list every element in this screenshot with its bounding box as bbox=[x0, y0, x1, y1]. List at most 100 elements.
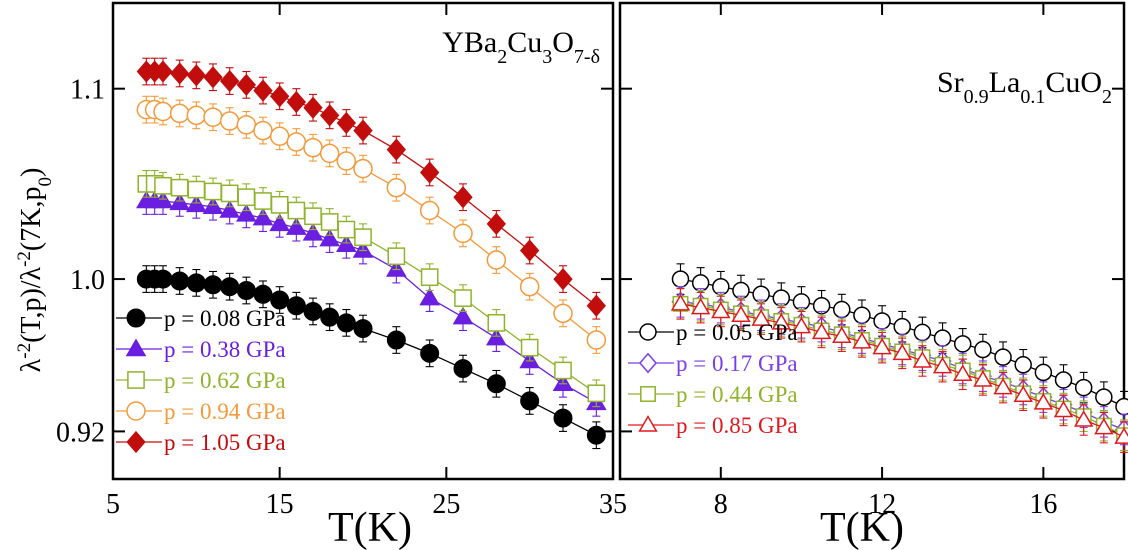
data-point bbox=[220, 69, 240, 93]
title-sub-5: 7-δ bbox=[574, 46, 600, 68]
legend-label: p = 0.38 GPa bbox=[164, 337, 286, 362]
data-point bbox=[453, 359, 473, 379]
x-axis-label-left: T(K) bbox=[328, 505, 412, 550]
data-point bbox=[353, 158, 373, 179]
title-part-2: Cu bbox=[507, 26, 542, 59]
data-point bbox=[586, 425, 606, 445]
title-part-0: Sr bbox=[937, 66, 964, 99]
legend-left: p = 0.08 GPa p = 0.38 GPa p = 0.62 GPa p = … bbox=[116, 306, 286, 455]
data-point bbox=[586, 294, 606, 317]
data-point bbox=[220, 277, 240, 297]
data-point bbox=[994, 348, 1012, 366]
legend-label: p = 0.05 GPa bbox=[676, 320, 798, 345]
panel-title-slco: Sr0.9La0.1CuO2 bbox=[937, 66, 1112, 108]
title-part-4: O bbox=[552, 26, 574, 59]
data-point bbox=[913, 323, 932, 342]
title-part-4: CuO bbox=[1045, 66, 1102, 99]
ticks-left: 5 15 25 35 0.92 1.0 1.1 bbox=[56, 3, 627, 520]
data-point bbox=[203, 275, 223, 295]
data-point bbox=[320, 307, 340, 327]
data-point bbox=[873, 312, 891, 330]
data-point bbox=[791, 316, 812, 334]
legend-label: p = 0.62 GPa bbox=[164, 368, 286, 393]
data-point bbox=[254, 192, 272, 210]
data-point bbox=[336, 111, 356, 135]
data-point bbox=[336, 234, 357, 253]
legend-entry-2: p = 0.38 GPa bbox=[116, 337, 286, 362]
data-point bbox=[974, 340, 992, 359]
ylabel-sub-5: 0 bbox=[35, 177, 56, 187]
data-point bbox=[553, 408, 573, 428]
data-point bbox=[387, 247, 406, 266]
data-point bbox=[303, 96, 323, 119]
data-point bbox=[203, 107, 223, 127]
legend-marker bbox=[126, 308, 146, 328]
series-4 bbox=[136, 95, 607, 354]
plot-frame-right bbox=[618, 1, 1126, 481]
data-right bbox=[670, 263, 1128, 453]
data-point bbox=[893, 317, 911, 336]
legend-label: p = 0.85 GPa bbox=[676, 413, 798, 438]
data-point bbox=[170, 178, 189, 197]
ylabel-group: λ-2(T,p)/λ-2(7K,p0) bbox=[14, 168, 56, 373]
legend-entry-2: p = 0.17 GPa bbox=[628, 351, 798, 376]
data-point bbox=[1073, 410, 1094, 427]
data-point bbox=[933, 329, 952, 347]
data-point bbox=[932, 356, 953, 374]
data-point bbox=[420, 161, 440, 184]
data-point bbox=[269, 126, 290, 147]
data-point bbox=[252, 207, 274, 226]
data-point bbox=[771, 312, 791, 330]
data-point bbox=[852, 332, 872, 349]
data-point bbox=[319, 228, 340, 247]
legend-entry-1: p = 0.08 GPa bbox=[116, 306, 286, 331]
data-point bbox=[253, 284, 273, 304]
data-point bbox=[386, 138, 406, 161]
x-tick-label: 16 bbox=[1029, 489, 1057, 520]
data-point bbox=[453, 186, 473, 209]
data-point bbox=[452, 306, 474, 325]
title-sub-3: 3 bbox=[542, 46, 552, 68]
data-point bbox=[236, 115, 257, 135]
data-point bbox=[587, 384, 606, 403]
data-point bbox=[520, 338, 539, 357]
data-point bbox=[486, 327, 507, 346]
legend-entry-4: p = 0.85 GPa bbox=[628, 413, 798, 438]
data-point bbox=[892, 343, 912, 361]
data-point bbox=[353, 319, 373, 339]
data-point bbox=[1054, 371, 1073, 389]
data-point bbox=[186, 64, 206, 87]
data-point bbox=[219, 200, 240, 218]
data-point bbox=[169, 192, 190, 211]
x-tick-label: 12 bbox=[868, 489, 896, 520]
ylabel-part-2: (T,p)/λ bbox=[16, 266, 47, 342]
data-point bbox=[486, 250, 507, 270]
data-point bbox=[286, 217, 307, 235]
data-point bbox=[1013, 385, 1033, 402]
data-point bbox=[453, 223, 473, 244]
series-3 bbox=[137, 170, 606, 408]
data-point bbox=[554, 361, 572, 380]
data-point bbox=[186, 273, 206, 293]
data-point bbox=[170, 271, 190, 291]
data-point bbox=[337, 220, 356, 239]
data-point bbox=[353, 119, 373, 142]
legend-label: p = 0.44 GPa bbox=[676, 382, 798, 407]
ylabel-part-0: λ bbox=[16, 358, 47, 372]
data-point bbox=[203, 66, 223, 89]
data-point bbox=[519, 276, 540, 297]
data-point bbox=[303, 301, 323, 321]
plot-frame-left bbox=[111, 1, 615, 481]
y-tick-label: 0.92 bbox=[56, 417, 105, 448]
data-point bbox=[269, 213, 290, 232]
title-sub-5: 2 bbox=[1102, 86, 1112, 108]
x-axis-label-right: T(K) bbox=[820, 505, 904, 550]
data-point bbox=[1034, 363, 1053, 382]
title-sub-3: 0.1 bbox=[1020, 86, 1045, 108]
data-point bbox=[553, 267, 573, 291]
panel-title-ybco: YBa2Cu3O7-δ bbox=[442, 26, 600, 68]
data-point bbox=[186, 194, 207, 213]
x-tick-label: 15 bbox=[266, 489, 294, 520]
series-5 bbox=[136, 57, 606, 320]
